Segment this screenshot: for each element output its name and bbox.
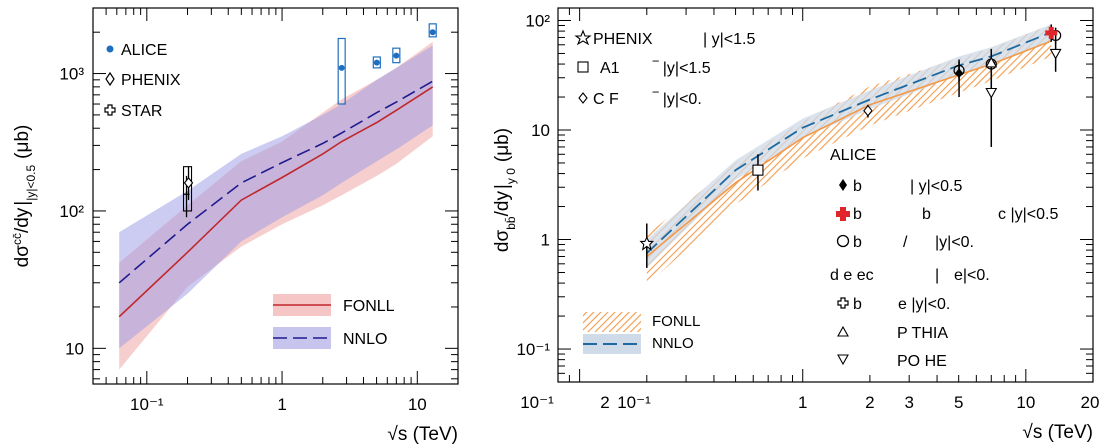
alice-b-red-c: c |y|<0.5 — [998, 206, 1058, 223]
right-y-tick-label: 1 — [541, 231, 550, 250]
cf-right-point — [863, 104, 873, 117]
phenix-legend-label: PHENIX — [121, 72, 181, 89]
left-y-tick-label: 10 — [65, 339, 84, 358]
right-x-tick-label: 20 — [1081, 393, 1100, 412]
alice-left-syst-box — [392, 47, 401, 64]
powheg-point — [1049, 48, 1062, 60]
alice-filled-point — [955, 68, 964, 79]
left-panel: 10 10² 10³ 10⁻¹ 1 10 dσcc̄/dy||y|<0.5(μb) √s … — [10, 7, 459, 445]
star-legend-label: STAR — [121, 103, 162, 120]
legend-d-a: d e ec — [830, 267, 874, 284]
alice-b-filled-b: | y|<0.5 — [910, 178, 962, 195]
alice-b-open-marker — [836, 234, 850, 248]
left-y-tick-label: 10³ — [59, 65, 84, 84]
left-x-tick-label: 10 — [408, 395, 427, 414]
right-y-label: dσbb̄/dy|y 0(μb) — [492, 128, 518, 252]
cf-right-legend-label: C F — [593, 91, 619, 108]
alice-left-point — [338, 64, 345, 71]
alice-red-point — [1045, 26, 1058, 39]
right-x-tick-label: 10⁻¹ — [520, 393, 554, 412]
pythia-legend-label: P THIA — [897, 325, 948, 342]
powheg-legend-label: PO HE — [897, 353, 947, 370]
alice-b-open-a: b — [853, 234, 862, 251]
alice-legend-title: ALICE — [830, 147, 876, 164]
alice-b-filled-marker — [839, 179, 847, 191]
legend-star-a: b — [853, 296, 862, 313]
alice-legend-marker — [106, 45, 114, 53]
nnlo-left-band — [119, 45, 433, 349]
left-legend-bands: FONLL NNLO — [273, 294, 395, 349]
a1-right-legend-label: A1 — [600, 60, 620, 77]
fonll-right-band — [646, 24, 1052, 286]
pythia-legend-marker — [837, 325, 849, 337]
right-plot-frame — [557, 7, 1094, 383]
phenix-left-point — [183, 177, 194, 189]
a1-right-point — [752, 164, 764, 176]
star-legend-marker — [104, 104, 116, 116]
right-y-tick-label: 10⁻¹ — [516, 340, 550, 359]
right-y-tick-label: 10 — [531, 121, 550, 140]
right-legend-bands: FONLL NNLO — [583, 312, 700, 354]
right-x-tick-label: 10 — [1016, 393, 1035, 412]
star-right-legend-marker — [837, 297, 849, 309]
left-x-tick-label: 1 — [277, 395, 286, 414]
alice-left-syst-box — [372, 56, 381, 69]
cf-right-legend-marker — [578, 92, 588, 104]
right-x-tick-label: 3 — [904, 393, 913, 412]
alice-left-syst-box — [428, 23, 437, 38]
phenix-legend-marker — [105, 71, 115, 87]
cf-right-legend-cond: ‾ |y|<0. — [652, 91, 702, 108]
pythia-point — [985, 56, 998, 68]
legend-star-b: e |y|<0. — [898, 296, 950, 313]
right-legend-alice: ALICE b | y|<0.5 b b c |y|<0.5 b / |y|<0… — [830, 147, 1058, 370]
alice-b-open-c: |y|<0. — [935, 234, 974, 251]
left-legend-markers: ALICE PHENIX STAR — [104, 42, 181, 120]
right-legend-top: PHENIX | y|<1.5 A1 ‾ |y|<1.5 C F ‾ |y|<0… — [574, 29, 755, 108]
nnlo-left-central-line — [118, 80, 434, 284]
a1-right-legend-marker — [577, 61, 589, 73]
alice-legend-label: ALICE — [121, 42, 167, 59]
nnlo-right-legend-label: NNLO — [652, 335, 694, 352]
phenix-right-legend-cond: | y|<1.5 — [703, 31, 755, 48]
left-x-tick-label: 10⁻¹ — [130, 395, 164, 414]
a1-right-legend-cond: ‾ |y|<1.5 — [652, 60, 711, 77]
alice-b-red-marker — [836, 207, 850, 221]
fonll-right-legend-swatch — [583, 312, 641, 332]
fonll-left-central-line — [118, 86, 434, 318]
alice-b-filled-a: b — [853, 178, 862, 195]
fonll-right-legend-label: FONLL — [652, 313, 700, 330]
phenix-right-point — [639, 236, 655, 251]
alice-b-red-a: b — [853, 206, 862, 223]
right-x-tick-label: 2 — [600, 393, 609, 412]
star-left-syst-box — [182, 166, 193, 212]
phenix-right-legend-marker — [574, 29, 592, 46]
left-y-tick-label: 10² — [59, 202, 84, 221]
legend-d-c: e|<0. — [954, 267, 990, 284]
right-panel: 10⁻¹ 1 10 10² 10⁻¹ 2 10⁻¹ 1 2 3 5 10 20 dσbb̄/dy|y 0… — [492, 7, 1100, 443]
left-x-label: √s (TeV) — [387, 424, 458, 445]
alice-left-point — [373, 59, 380, 66]
powheg-point — [985, 87, 998, 99]
powheg-legend-marker — [837, 354, 849, 366]
right-x-tick-label: 2 — [865, 393, 874, 412]
nnlo-left-legend-label: NNLO — [343, 331, 387, 348]
phenix-right-legend-label: PHENIX — [593, 31, 653, 48]
alice-b-open-b: / — [903, 234, 908, 251]
right-y-tick-label: 10² — [525, 11, 550, 30]
legend-d-b: | — [935, 267, 939, 284]
right-x-tick-label: 10⁻¹ — [617, 393, 651, 412]
left-y-label: dσcc̄/dy||y|<0.5(μb) — [10, 125, 38, 268]
alice-left-point — [429, 29, 436, 36]
alice-left-syst-box — [337, 37, 346, 105]
right-x-label: √s (TeV) — [1022, 422, 1093, 443]
alice-left-point — [393, 52, 400, 59]
alice-b-red-b: b — [922, 206, 931, 223]
right-x-tick-label: 1 — [798, 393, 807, 412]
right-x-tick-label: 5 — [954, 393, 963, 412]
fonll-left-legend-label: FONLL — [343, 298, 395, 315]
